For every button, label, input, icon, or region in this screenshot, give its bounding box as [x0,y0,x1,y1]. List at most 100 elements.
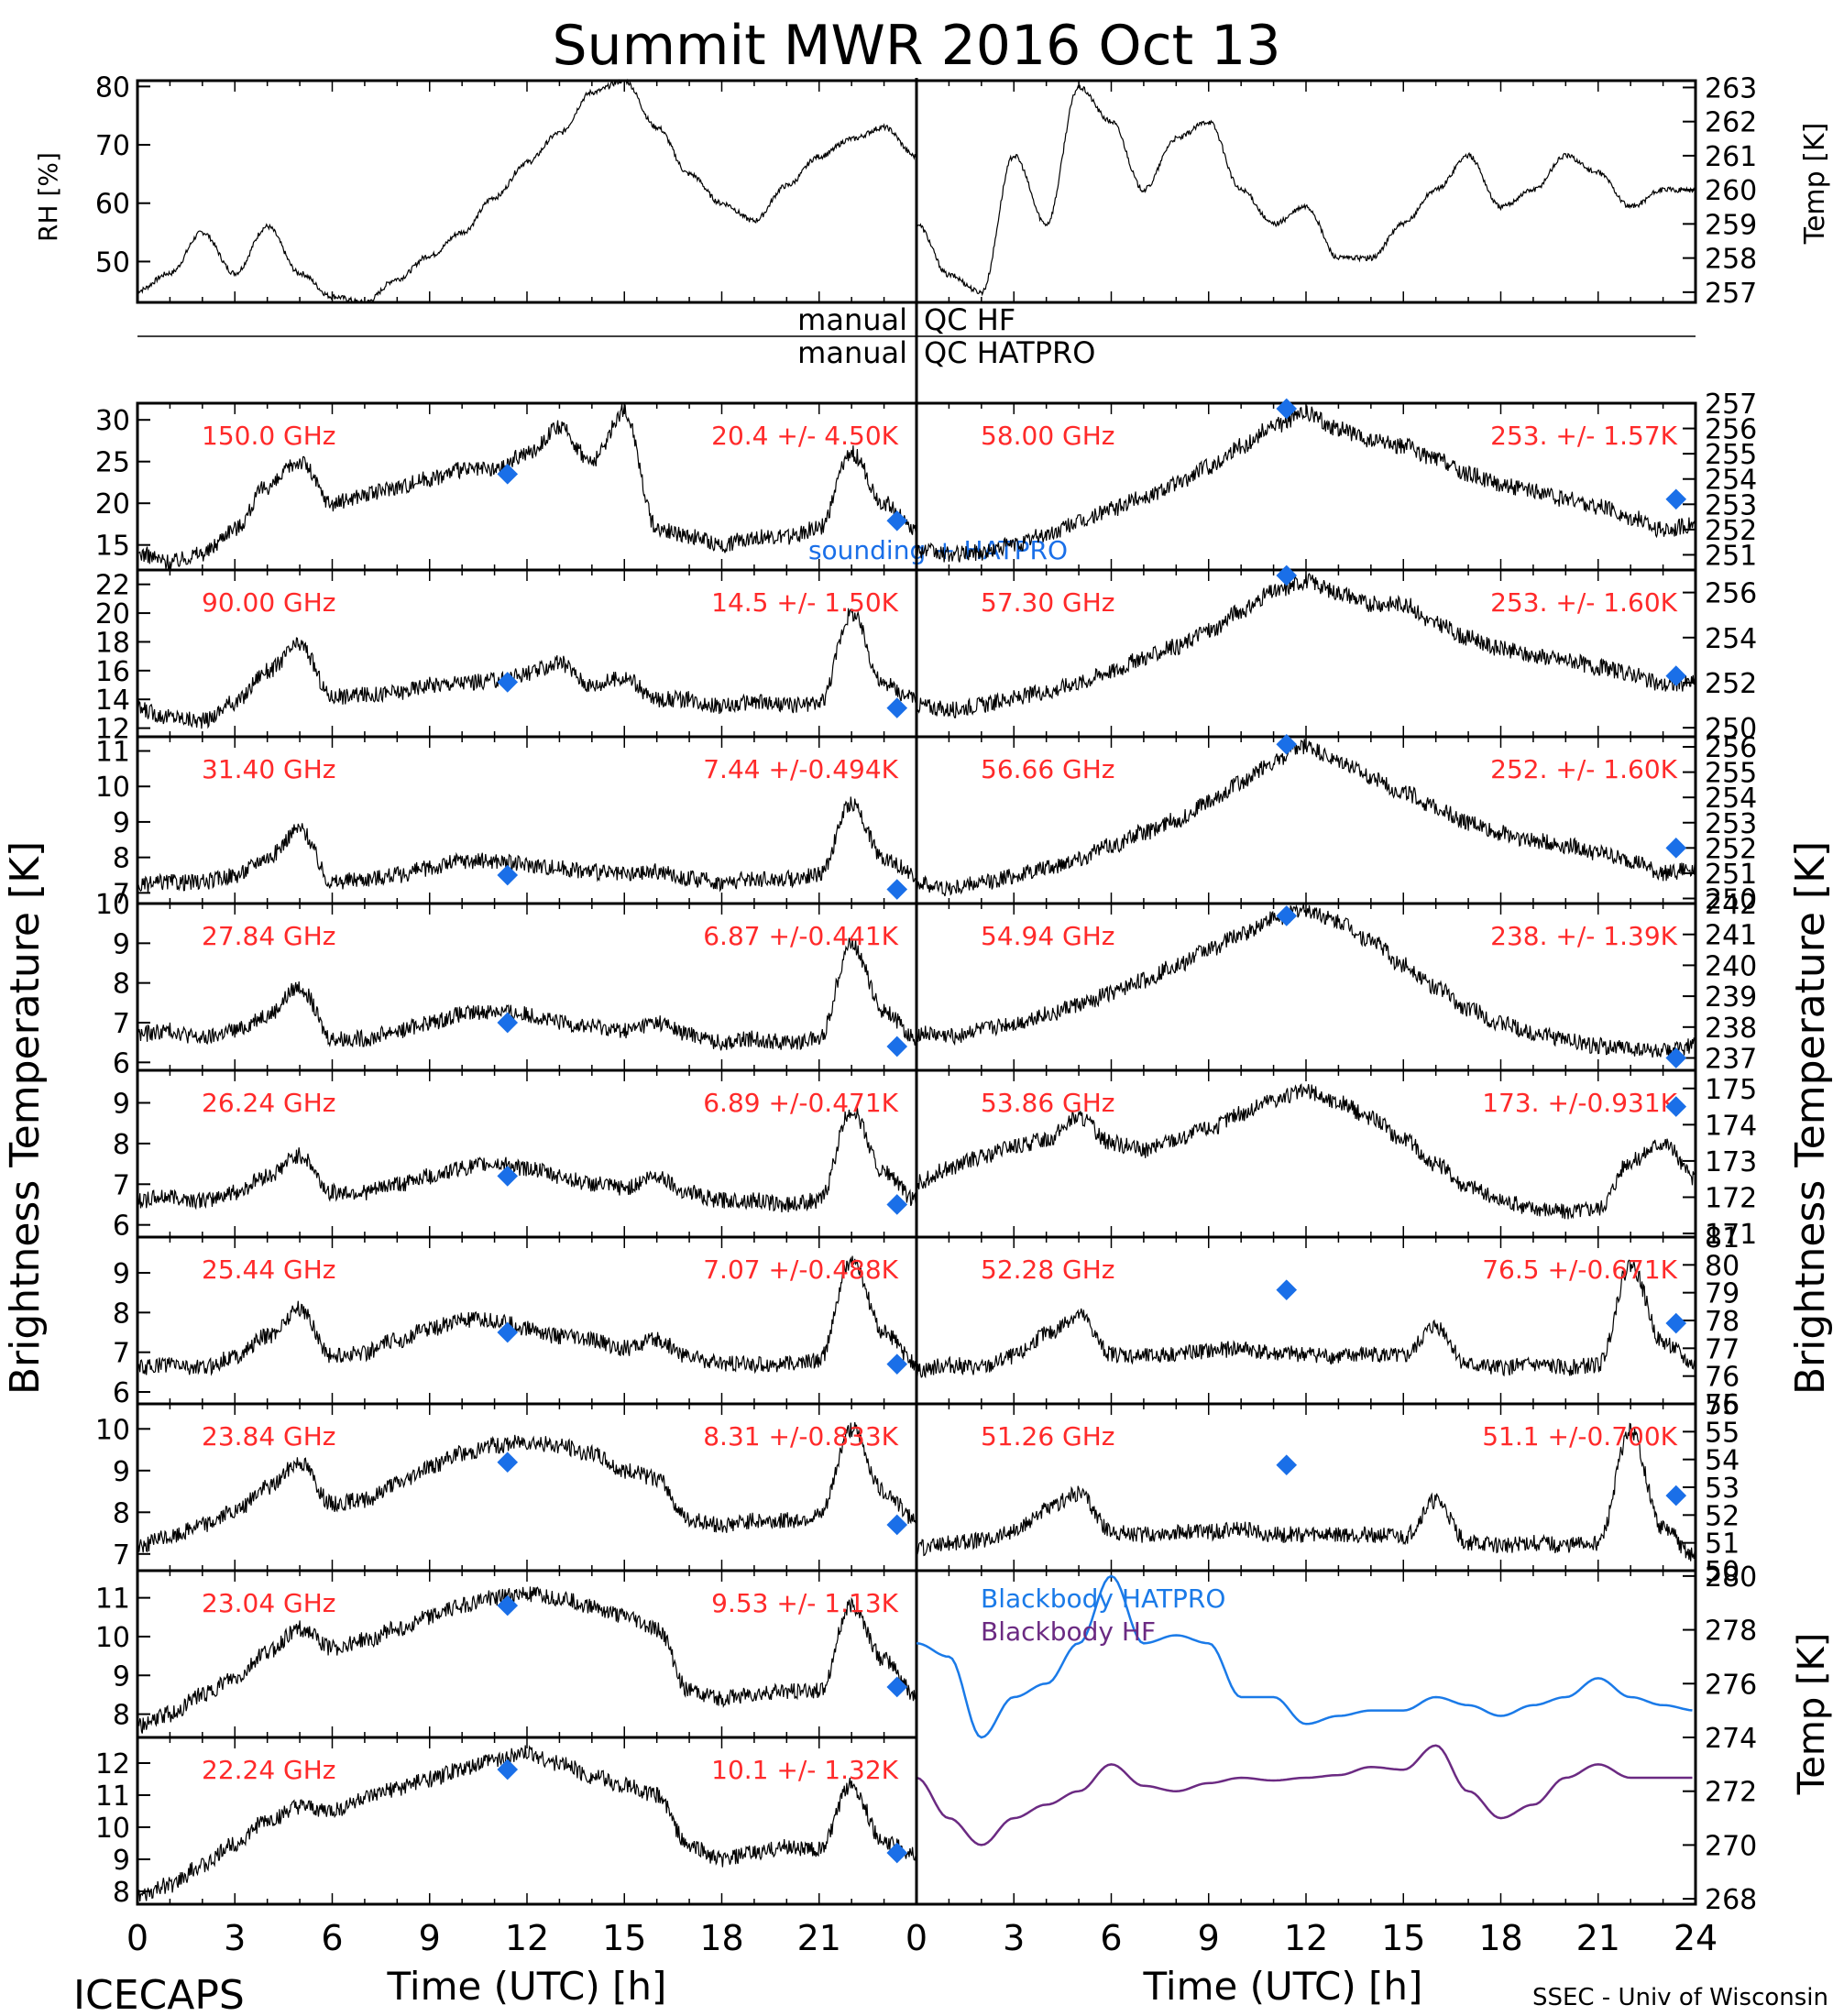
frequency-label: 26.24 GHz [202,1088,336,1118]
sounding-marker [497,672,519,693]
sounding-marker [1665,1485,1687,1507]
stats-label: 252. +/- 1.60K [1490,754,1677,784]
y-tick-label: 256 [1705,732,1757,764]
right-ylabel: Brightness Temperature [K] [1787,841,1833,1395]
x-tick-label-right: 12 [1284,1918,1328,1958]
y-tick-label: 80 [95,71,130,104]
stats-label: 7.44 +/-0.494K [703,754,898,784]
y-tick-label: 270 [1705,1830,1757,1862]
y-tick-label: 242 [1705,889,1757,921]
panel-23-04-ghz: 8 9 10 11 23.04 GHz 9.53 +/- 1.13K [95,1569,918,1739]
panel-blackbody: 268 270 272 274 276 278 280 Blackbody HATPROBla… [915,1561,1757,1916]
y-tick-label: 76 [1705,1362,1740,1394]
y-tick-label: 60 [95,189,130,221]
data-trace [137,1107,917,1212]
qc-hf-label: QC HF [924,302,1015,337]
stats-label: 253. +/- 1.60K [1490,587,1677,618]
stats-label: 76.5 +/-0.671K [1482,1255,1677,1285]
y-tick-label: 81 [1705,1222,1740,1255]
frequency-label: 53.86 GHz [981,1088,1115,1118]
data-trace [916,1083,1696,1220]
y-tick-label: 257 [1705,389,1757,421]
y-tick-label: 259 [1705,209,1757,241]
y-tick-label: 14 [95,685,130,717]
x-tick-label-left: 21 [797,1918,841,1958]
y-tick-label: 256 [1705,414,1757,446]
y-tick-label: 6 [113,1377,130,1409]
y-tick-label: 9 [113,1089,130,1121]
x-tick-label-left: 12 [505,1918,549,1958]
sounding-marker [1276,733,1298,755]
y-tick-label: 268 [1705,1884,1757,1916]
legend-entry: Blackbody HATPRO [981,1583,1225,1614]
y-tick-label: 10 [95,1622,130,1654]
x-axis-ticks: 0 3 6 9 12 15 18 21 0 3 6 9 12 15 18 21 24 [126,1918,1718,1958]
y-tick-label: 272 [1705,1777,1757,1809]
y-tick-label: 54 [1705,1445,1740,1477]
y-tick-label: 80 [1705,1250,1740,1282]
x-tick-label-right: 6 [1100,1918,1122,1958]
y-tick-label: 52 [1705,1500,1740,1532]
y-tick-label: 51 [1705,1528,1740,1561]
y-tick-label: 25 [95,447,130,479]
y-tick-label: 254 [1705,465,1757,497]
frequency-label: 27.84 GHz [202,921,336,951]
y-tick-label: 16 [95,656,130,688]
panel-26-24-ghz: 6 7 8 9 26.24 GHz 6.89 +/-0.471K [113,1068,918,1243]
x-tick-label-left: 0 [126,1918,148,1958]
y-tick-label: 252 [1705,833,1757,865]
y-tick-label: 6 [113,1211,130,1243]
x-tick-label-right: 15 [1381,1918,1425,1958]
y-tick-label: 174 [1705,1110,1757,1142]
y-tick-label: 274 [1705,1723,1757,1755]
y-tick-label: 9 [113,807,130,839]
stats-label: 9.53 +/- 1.13K [711,1588,898,1618]
y-tick-label: 7 [113,1338,130,1370]
y-tick-label: 9 [113,928,130,960]
y-tick-label: 262 [1705,107,1757,139]
y-tick-label: 20 [95,488,130,520]
y-tick-label: 15 [95,531,130,563]
data-trace [916,84,1696,297]
y-tick-label: 252 [1705,515,1757,547]
y-tick-label: 8 [113,843,130,875]
stats-label: 20.4 +/- 4.50K [711,421,898,451]
frequency-label: 23.84 GHz [202,1421,336,1452]
frequency-label: 57.30 GHz [981,587,1115,618]
y-tick-label: 10 [95,889,130,921]
frequency-label: 150.0 GHz [202,421,336,451]
y-tick-label: 240 [1705,950,1757,982]
y-tick-label: 250 [1705,713,1757,745]
sounding-marker [1665,838,1687,859]
y-tick-label: 175 [1705,1074,1757,1106]
panel-frame [915,79,1697,304]
frequency-label: 51.26 GHz [981,1421,1115,1452]
panel-rh: 50 60 70 80 [95,71,918,304]
temp-ylabel: Temp [K] [1799,123,1831,246]
y-tick-label: 256 [1705,578,1757,610]
y-tick-label: 50 [95,247,130,279]
footer-right: SSEC - Univ of Wisconsin [1532,1984,1828,2011]
panel-31-40-ghz: 78 910 11 31.40 GHz 7.44 +/-0.494K [95,735,918,910]
y-tick-label: 253 [1705,808,1757,840]
y-tick-label: 280 [1705,1561,1757,1594]
series-line-0 [916,1574,1693,1739]
data-trace [137,937,917,1051]
x-tick-label-left: 15 [602,1918,646,1958]
y-tick-label: 254 [1705,783,1757,815]
data-trace [916,1259,1696,1379]
sounding-marker [886,1194,908,1215]
y-tick-label: 9 [113,1456,130,1488]
y-tick-label: 8 [113,969,130,1001]
y-tick-label: 70 [95,130,130,162]
x-tick-label-right: 9 [1198,1918,1220,1958]
sounding-marker [497,464,519,485]
stats-label: 6.89 +/-0.471K [703,1088,898,1118]
y-tick-label: 239 [1705,981,1757,1013]
y-tick-label: 258 [1705,244,1757,276]
sounding-marker [886,879,908,900]
